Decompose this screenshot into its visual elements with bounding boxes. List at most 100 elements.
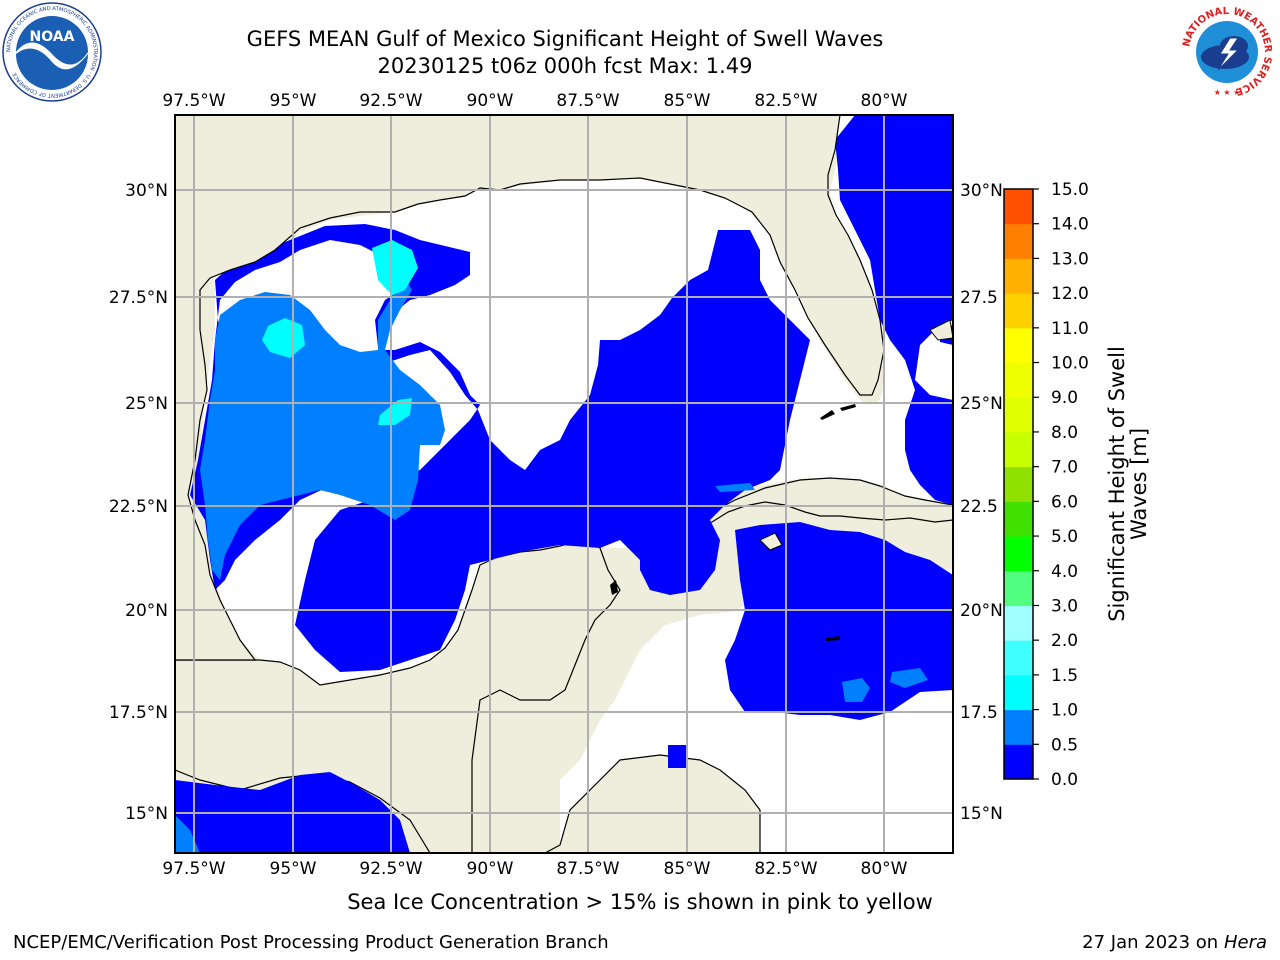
- north-coast-land: [175, 115, 885, 661]
- lon-label: 82.5°W: [754, 859, 817, 879]
- svg-text:★ ★ ★: ★ ★ ★: [1214, 88, 1241, 97]
- lat-label: 27.5: [960, 288, 998, 308]
- lat-label: 20°N: [125, 601, 168, 621]
- colorbar-segment: [1004, 744, 1033, 780]
- colorbar-segment: [1004, 362, 1033, 398]
- lat-label: 25°N: [960, 394, 1003, 414]
- swell-region-cyan-west: [262, 318, 305, 358]
- swell-region-west-med: [200, 262, 445, 580]
- colorbar-tick-label: 10.0: [1051, 354, 1089, 374]
- lon-label: 95°W: [270, 91, 317, 111]
- colorbar-tick-label: 5.0: [1051, 527, 1078, 547]
- colorbar-tick-label: 0.0: [1051, 770, 1078, 790]
- colorbar-segment: [1004, 223, 1033, 259]
- colorbar-title: Significant Height of Swell Waves [m]: [1105, 346, 1151, 622]
- map-content: [175, 115, 953, 853]
- lon-label: 85°W: [664, 91, 711, 111]
- colorbar-segment: [1004, 293, 1033, 329]
- colorbar-tick-label: 1.0: [1051, 701, 1078, 721]
- lon-label: 90°W: [467, 859, 514, 879]
- lon-label: 97.5°W: [162, 859, 225, 879]
- lon-label: 85°W: [664, 859, 711, 879]
- lon-label: 80°W: [861, 859, 908, 879]
- colorbar-segment: [1004, 258, 1033, 294]
- colorbar-tick-label: 6.0: [1051, 492, 1078, 512]
- lat-labels-left: 30°N 27.5°N 25°N 22.5°N 20°N 17.5°N 15°N: [109, 181, 168, 824]
- footer-date-text: 27 Jan 2023 on: [1082, 932, 1224, 953]
- sea-ice-note: Sea Ice Concentration > 15% is shown in …: [347, 890, 933, 914]
- colorbar-segment: [1004, 431, 1033, 468]
- lat-label: 15°N: [960, 804, 1003, 824]
- lat-label: 20°N: [960, 601, 1003, 621]
- swell-region-atlantic: [835, 115, 953, 505]
- lat-label: 27.5°N: [109, 288, 168, 308]
- lat-label: 25°N: [125, 394, 168, 414]
- swell-region-honduras-gulf: [668, 745, 688, 768]
- lat-label: 17.5: [960, 703, 998, 723]
- lon-labels-top: 97.5°W 95°W 92.5°W 90°W 87.5°W 85°W 82.5…: [162, 91, 907, 111]
- lat-label: 30°N: [960, 181, 1003, 201]
- colorbar-segment: [1004, 501, 1033, 537]
- colorbar-tick-label: 14.0: [1051, 215, 1089, 235]
- colorbar-segment: [1004, 189, 1033, 225]
- lat-label: 15°N: [125, 804, 168, 824]
- chart-subtitle: 20230125 t06z 000h fcst Max: 1.49: [377, 54, 753, 78]
- noaa-text: NOAA: [30, 29, 75, 45]
- colorbar-segment: [1004, 397, 1033, 433]
- colorbar-tick-label: 15.0: [1051, 180, 1089, 200]
- colorbar: 15.0 14.0 13.0 12.0 11.0 10.0 9.0 8.0 7.0 6.0 5.0 4…: [1003, 180, 1151, 790]
- colorbar-tick-label: 13.0: [1051, 249, 1089, 269]
- lon-label: 82.5°W: [754, 91, 817, 111]
- lon-label: 80°W: [861, 91, 908, 111]
- lon-label: 97.5°W: [162, 91, 225, 111]
- cayman-land: [826, 636, 840, 641]
- colorbar-tick-label: 7.0: [1051, 458, 1078, 478]
- swell-region-east-gulf: [640, 525, 720, 595]
- chart-title: GEFS MEAN Gulf of Mexico Significant Hei…: [246, 27, 884, 51]
- colorbar-tick-label: 12.0: [1051, 284, 1089, 304]
- colorbar-segment: [1004, 709, 1033, 745]
- colorbar-segments: [1004, 189, 1033, 780]
- lon-label: 87.5°W: [556, 859, 619, 879]
- swell-region-florida-strait: [715, 483, 755, 492]
- footer-host: Hera: [1223, 932, 1267, 953]
- lon-label: 92.5°W: [359, 91, 422, 111]
- colorbar-segment: [1004, 327, 1033, 364]
- lon-label: 87.5°W: [556, 91, 619, 111]
- nws-logo: NATIONAL WEATHER SERVICE ★ ★ ★: [1180, 5, 1274, 99]
- colorbar-segment: [1004, 640, 1033, 676]
- lon-label: 90°W: [467, 91, 514, 111]
- swell-region-cyan-north: [372, 240, 418, 295]
- lat-label: 22.5°N: [109, 497, 168, 517]
- central-america-land: [430, 754, 761, 853]
- cuba-land: [697, 477, 953, 529]
- lon-label: 95°W: [270, 859, 317, 879]
- map-frame: [174, 114, 954, 854]
- colorbar-tick-label: 11.0: [1051, 319, 1089, 339]
- swell-band-1.0-1.5: [262, 240, 418, 425]
- footer-date: 27 Jan 2023 on Hera: [1082, 932, 1267, 953]
- colorbar-tick-label: 0.5: [1051, 735, 1078, 755]
- colorbar-segment: [1004, 605, 1033, 641]
- lat-label: 22.5: [960, 497, 998, 517]
- colorbar-tick-label: 8.0: [1051, 423, 1078, 443]
- swell-region-caribbean-med-b: [890, 668, 928, 688]
- cozumel-land: [610, 580, 618, 595]
- footer-credit: NCEP/EMC/Verification Post Processing Pr…: [13, 932, 609, 953]
- colorbar-tick-label: 2.0: [1051, 631, 1078, 651]
- gridlines: [175, 115, 953, 853]
- swell-region-caribbean-med-a: [842, 678, 870, 702]
- colorbar-tick-label: 9.0: [1051, 388, 1078, 408]
- colorbar-segment: [1004, 674, 1033, 711]
- lat-labels-right: 30°N 27.5 25°N 22.5 20°N 17.5 15°N: [960, 181, 1003, 824]
- swell-region-caribbean: [725, 522, 953, 720]
- colorbar-segment: [1004, 570, 1033, 606]
- lat-label: 17.5°N: [109, 703, 168, 723]
- lon-label: 92.5°W: [359, 859, 422, 879]
- jamaica-land: [759, 532, 783, 551]
- colorbar-segment: [1004, 466, 1033, 502]
- colorbar-ticks: 15.0 14.0 13.0 12.0 11.0 10.0 9.0 8.0 7.0 6.0 5.0 4…: [1033, 180, 1089, 790]
- lon-labels-bottom: 97.5°W 95°W 92.5°W 90°W 87.5°W 85°W 82.5…: [162, 859, 907, 879]
- colorbar-title-line2: Waves [m]: [1127, 428, 1151, 540]
